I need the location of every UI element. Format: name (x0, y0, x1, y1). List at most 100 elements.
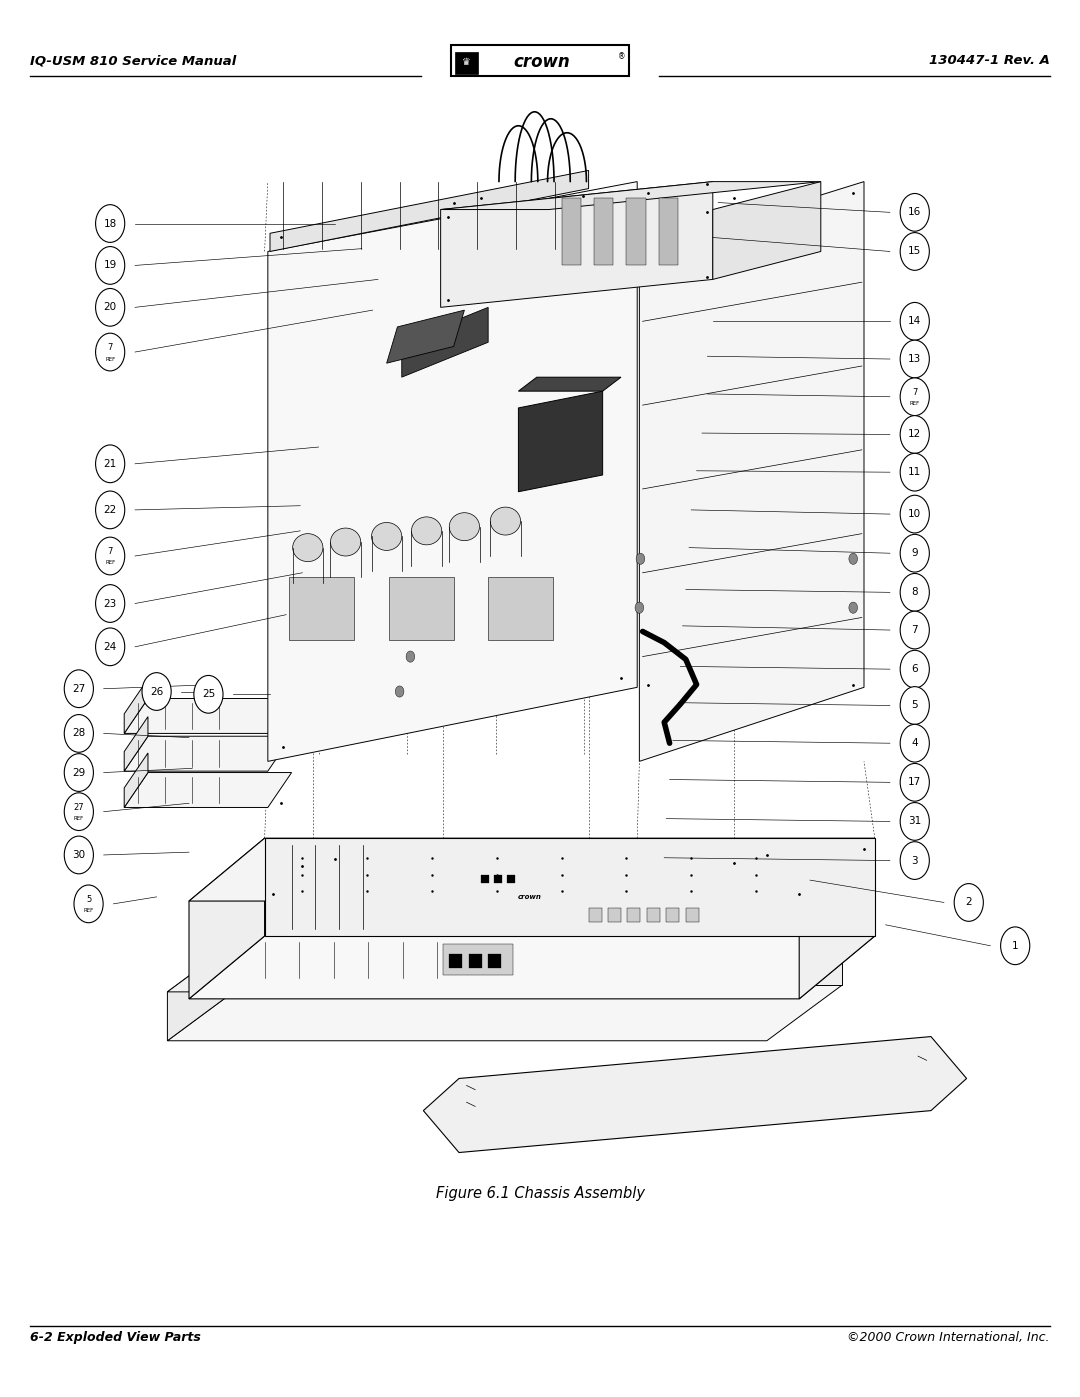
Polygon shape (713, 182, 821, 279)
Circle shape (901, 802, 929, 841)
Circle shape (95, 246, 125, 284)
Circle shape (901, 651, 929, 689)
Bar (488, 577, 553, 640)
Polygon shape (268, 182, 637, 761)
Ellipse shape (372, 522, 402, 550)
Text: 24: 24 (104, 641, 117, 652)
Polygon shape (441, 182, 713, 307)
Polygon shape (639, 182, 864, 761)
Circle shape (64, 671, 93, 708)
Text: 5: 5 (912, 700, 918, 711)
Bar (469, 954, 482, 968)
Circle shape (901, 610, 929, 648)
Circle shape (95, 334, 125, 372)
Bar (608, 908, 621, 922)
Circle shape (64, 754, 93, 791)
Circle shape (901, 416, 929, 454)
Circle shape (95, 204, 125, 243)
Text: ♛: ♛ (462, 57, 471, 67)
Polygon shape (270, 170, 589, 251)
Polygon shape (387, 310, 464, 363)
Text: 2: 2 (966, 897, 972, 908)
Text: 4: 4 (912, 738, 918, 749)
Ellipse shape (330, 528, 361, 556)
Text: 7: 7 (913, 388, 917, 397)
Text: 14: 14 (908, 316, 921, 327)
Text: crown: crown (514, 53, 570, 71)
Polygon shape (167, 985, 842, 1041)
Circle shape (95, 627, 125, 666)
Text: 12: 12 (908, 429, 921, 440)
Circle shape (95, 444, 125, 483)
Text: 25: 25 (202, 689, 215, 700)
Circle shape (901, 763, 929, 802)
Polygon shape (124, 717, 148, 771)
Text: 17: 17 (908, 777, 921, 788)
Polygon shape (124, 736, 292, 771)
Text: ®: ® (618, 52, 625, 61)
Circle shape (901, 841, 929, 880)
Text: REF: REF (909, 401, 920, 407)
Text: 22: 22 (104, 504, 117, 515)
Bar (626, 198, 646, 265)
Polygon shape (167, 936, 842, 992)
Circle shape (95, 288, 125, 327)
Text: 29: 29 (72, 767, 85, 778)
Circle shape (901, 687, 929, 725)
Polygon shape (124, 698, 292, 733)
Text: 13: 13 (908, 353, 921, 365)
Circle shape (901, 194, 929, 232)
Circle shape (901, 453, 929, 492)
Bar (507, 875, 515, 883)
Polygon shape (124, 679, 148, 733)
Circle shape (95, 584, 125, 623)
Text: REF: REF (105, 356, 116, 362)
Bar (562, 198, 581, 265)
Bar (589, 908, 602, 922)
Text: 130447-1 Rev. A: 130447-1 Rev. A (929, 54, 1050, 67)
Circle shape (395, 686, 404, 697)
Circle shape (636, 553, 645, 564)
Polygon shape (124, 773, 292, 807)
Text: 27: 27 (72, 683, 85, 694)
Polygon shape (189, 838, 265, 999)
Text: 8: 8 (912, 587, 918, 598)
Circle shape (901, 379, 929, 416)
Circle shape (141, 673, 171, 710)
Ellipse shape (449, 513, 480, 541)
Text: 7: 7 (912, 624, 918, 636)
Ellipse shape (411, 517, 442, 545)
Text: Figure 6.1 Chassis Assembly: Figure 6.1 Chassis Assembly (435, 1186, 645, 1201)
Circle shape (95, 492, 125, 529)
Polygon shape (518, 391, 603, 492)
Polygon shape (189, 936, 875, 999)
Text: 6: 6 (912, 664, 918, 675)
Text: 7: 7 (108, 344, 112, 352)
Text: 18: 18 (104, 218, 117, 229)
Text: 30: 30 (72, 849, 85, 861)
Bar (686, 908, 699, 922)
Text: 6-2 Exploded View Parts: 6-2 Exploded View Parts (30, 1331, 201, 1344)
Bar (289, 577, 354, 640)
Text: 7: 7 (108, 548, 112, 556)
Polygon shape (265, 838, 875, 936)
Circle shape (901, 574, 929, 612)
Circle shape (901, 496, 929, 534)
Circle shape (95, 536, 125, 576)
Bar (594, 198, 613, 265)
Text: 5: 5 (86, 895, 91, 904)
Text: 23: 23 (104, 598, 117, 609)
Polygon shape (402, 307, 488, 377)
Text: 11: 11 (908, 467, 921, 478)
Circle shape (73, 886, 104, 923)
Circle shape (194, 675, 224, 712)
Circle shape (901, 724, 929, 763)
Text: 1: 1 (1012, 940, 1018, 951)
Polygon shape (799, 838, 875, 999)
Bar (443, 944, 513, 975)
Text: 26: 26 (150, 686, 163, 697)
Text: 19: 19 (104, 260, 117, 271)
Text: 27: 27 (73, 803, 84, 812)
Text: REF: REF (105, 560, 116, 566)
Text: ©2000 Crown International, Inc.: ©2000 Crown International, Inc. (847, 1331, 1050, 1344)
